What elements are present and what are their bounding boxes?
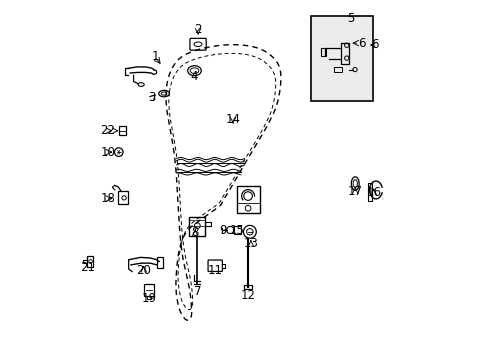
Bar bbox=[234, 226, 241, 234]
Text: 4: 4 bbox=[190, 70, 197, 83]
Bar bbox=[119, 126, 125, 135]
Text: 20: 20 bbox=[136, 264, 151, 276]
Bar bbox=[310, 16, 372, 102]
Text: 3: 3 bbox=[148, 91, 156, 104]
Text: 6: 6 bbox=[357, 37, 365, 50]
Text: 6: 6 bbox=[370, 39, 378, 51]
Text: 9: 9 bbox=[219, 224, 226, 237]
Text: 2: 2 bbox=[194, 23, 202, 36]
Bar bbox=[189, 217, 205, 237]
Text: 18: 18 bbox=[101, 192, 115, 205]
Bar bbox=[340, 43, 348, 64]
Text: 1: 1 bbox=[151, 50, 159, 63]
Text: 17: 17 bbox=[347, 185, 362, 198]
Text: 15: 15 bbox=[229, 224, 244, 237]
Bar bbox=[86, 256, 93, 267]
Bar bbox=[143, 284, 153, 296]
Bar bbox=[367, 183, 372, 202]
Text: 7: 7 bbox=[193, 285, 201, 298]
Bar bbox=[244, 285, 251, 289]
Text: 19: 19 bbox=[141, 292, 156, 305]
Text: 11: 11 bbox=[207, 264, 222, 276]
Text: 14: 14 bbox=[225, 113, 240, 126]
Text: 22: 22 bbox=[101, 124, 115, 137]
Text: 10: 10 bbox=[101, 146, 115, 159]
Text: 21: 21 bbox=[81, 261, 95, 274]
Text: 12: 12 bbox=[240, 288, 255, 302]
Bar bbox=[320, 48, 325, 56]
Text: 8: 8 bbox=[191, 226, 199, 239]
Text: 13: 13 bbox=[243, 237, 258, 250]
Bar bbox=[334, 67, 342, 72]
Bar bbox=[236, 186, 259, 213]
Text: 16: 16 bbox=[366, 186, 381, 199]
Bar bbox=[157, 257, 163, 267]
Bar bbox=[118, 192, 127, 204]
Text: 5: 5 bbox=[346, 12, 354, 25]
